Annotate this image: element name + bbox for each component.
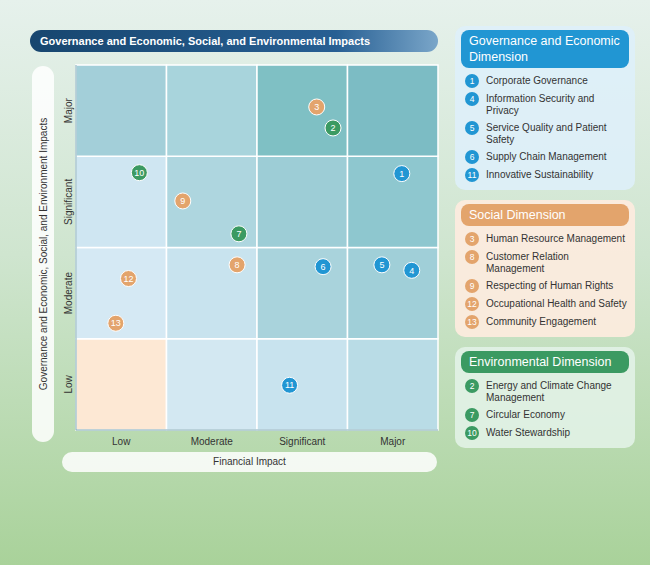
html-text:11: 11 [467, 170, 477, 180]
svg-text:Significant: Significant [279, 436, 325, 447]
html-text:Governance and Economic, Socia: Governance and Economic, Social, and Env… [37, 117, 49, 391]
html-text:Supply Chain Management: Supply Chain Management [486, 151, 607, 162]
svg-text:5: 5 [379, 260, 384, 270]
html-text:Governance and Economic Dimens: Governance and Economic Dimension [469, 34, 620, 64]
svg-text:Significant: Significant [63, 179, 74, 225]
svg-text:10: 10 [134, 168, 144, 178]
html-text:Customer Relation Management: Customer Relation Management [486, 251, 569, 274]
html-text:7: 7 [469, 410, 475, 420]
html-text:6: 6 [469, 152, 475, 162]
html-text:Community Engagement: Community Engagement [486, 316, 597, 327]
html-text:8: 8 [469, 252, 475, 262]
svg-text:11: 11 [285, 380, 294, 390]
html-text:5: 5 [469, 123, 475, 133]
html-text:Service Quality and Patient Sa: Service Quality and Patient Safety [486, 122, 607, 145]
svg-text:9: 9 [180, 196, 185, 206]
svg-text:4: 4 [409, 266, 414, 276]
html-text:Environmental Dimension: Environmental Dimension [469, 355, 612, 369]
html-text:Occupational Health and Safety: Occupational Health and Safety [486, 298, 627, 309]
svg-text:Major: Major [63, 97, 74, 123]
html-text:Corporate Governance: Corporate Governance [486, 75, 588, 86]
html-text:Innovative Sustainability: Innovative Sustainability [486, 169, 594, 180]
html-text:Water Stewardship: Water Stewardship [486, 427, 571, 438]
svg-text:2: 2 [331, 123, 336, 133]
html-text:2: 2 [469, 381, 475, 391]
html-text:3: 3 [469, 234, 475, 244]
svg-text:12: 12 [123, 274, 133, 284]
svg-text:Major: Major [380, 436, 406, 447]
svg-text:1: 1 [399, 169, 404, 179]
svg-text:Moderate: Moderate [63, 272, 74, 315]
svg-text:Low: Low [112, 436, 131, 447]
svg-text:Moderate: Moderate [191, 436, 234, 447]
svg-text:Low: Low [63, 374, 74, 393]
html-text:12: 12 [467, 299, 477, 309]
html-text:Circular Economy: Circular Economy [486, 409, 565, 420]
svg-text:3: 3 [314, 102, 319, 112]
html-text:10: 10 [467, 428, 477, 438]
svg-text:8: 8 [235, 260, 240, 270]
svg-text:6: 6 [321, 262, 326, 272]
svg-text:7: 7 [236, 229, 241, 239]
html-text:4: 4 [469, 94, 475, 104]
html-text:Governance and Economic, Socia: Governance and Economic, Social, and Env… [40, 35, 371, 47]
html-text:1: 1 [469, 76, 475, 86]
html-text:Social Dimension: Social Dimension [469, 208, 566, 222]
svg-text:13: 13 [111, 318, 121, 328]
html-text:Respecting of Human Rights: Respecting of Human Rights [486, 280, 614, 291]
html-text:9: 9 [469, 281, 475, 291]
html-text:13: 13 [467, 317, 477, 327]
html-text:Information Security and Priva: Information Security and Privacy [486, 93, 595, 116]
html-text:Energy and Climate Change Mana: Energy and Climate Change Management [486, 380, 612, 403]
html-text:Financial Impact: Financial Impact [213, 456, 286, 467]
html-text:Human Resource Management: Human Resource Management [486, 233, 625, 244]
